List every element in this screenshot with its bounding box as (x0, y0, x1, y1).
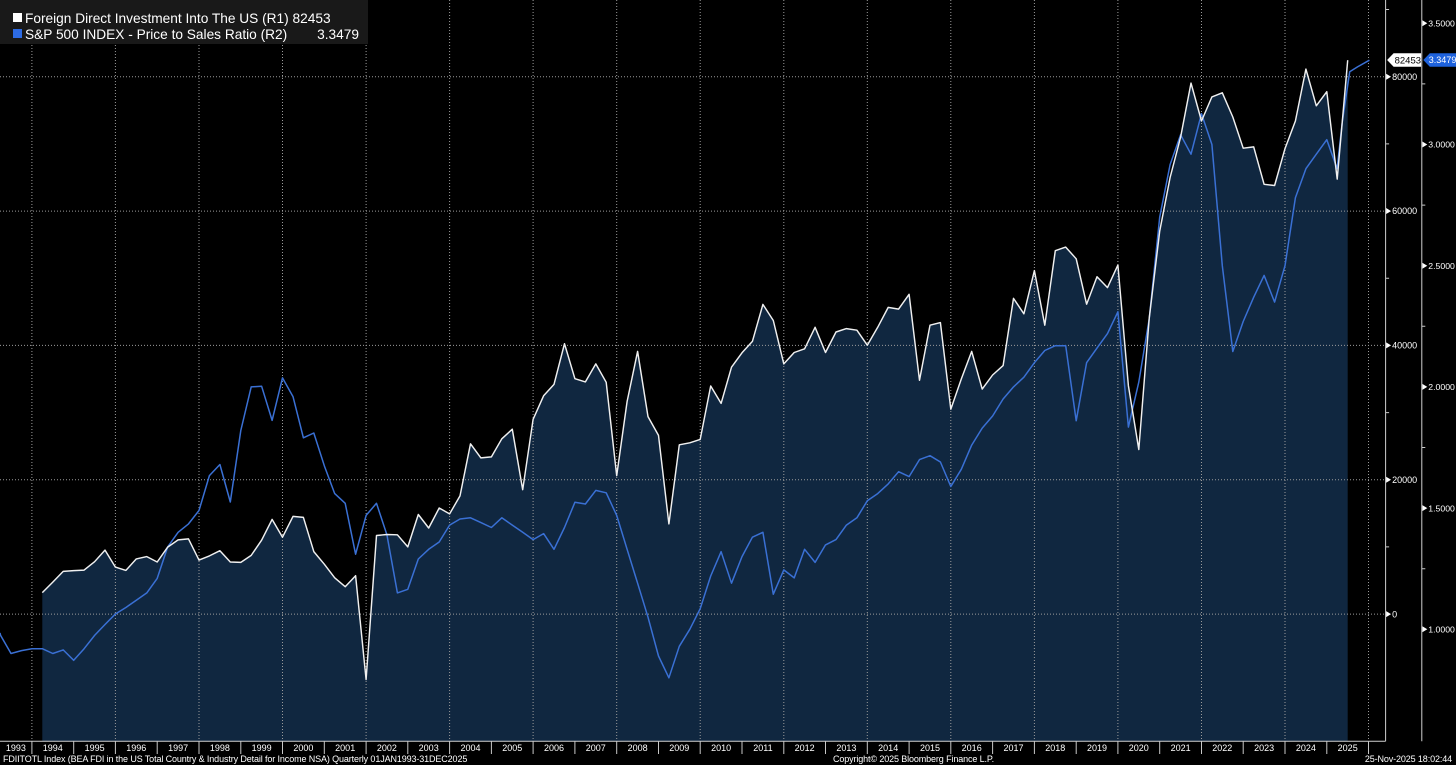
svg-text:2021: 2021 (1171, 743, 1191, 753)
svg-text:2004: 2004 (460, 743, 480, 753)
svg-text:S&P 500 INDEX - Price to Sales: S&P 500 INDEX - Price to Sales Ratio (R2… (25, 27, 287, 42)
svg-text:2000: 2000 (293, 743, 313, 753)
svg-text:1996: 1996 (126, 743, 146, 753)
svg-text:2008: 2008 (628, 743, 648, 753)
svg-text:1993: 1993 (6, 743, 26, 753)
svg-text:2025: 2025 (1338, 743, 1358, 753)
svg-text:FDIITOTL Index (BEA FDI in the: FDIITOTL Index (BEA FDI in the US Total … (3, 754, 467, 764)
svg-text:2015: 2015 (920, 743, 940, 753)
svg-text:3.5000: 3.5000 (1428, 19, 1455, 29)
svg-text:2.5000: 2.5000 (1428, 261, 1455, 271)
svg-text:20000: 20000 (1392, 475, 1417, 485)
svg-text:1.5000: 1.5000 (1428, 503, 1455, 513)
svg-text:2007: 2007 (586, 743, 606, 753)
svg-text:Copyright© 2025 Bloomberg Fina: Copyright© 2025 Bloomberg Finance L.P. (833, 754, 994, 764)
svg-text:2014: 2014 (878, 743, 898, 753)
svg-text:1995: 1995 (85, 743, 105, 753)
svg-text:3.0000: 3.0000 (1428, 140, 1455, 150)
svg-text:2013: 2013 (836, 743, 856, 753)
svg-text:2002: 2002 (377, 743, 397, 753)
svg-text:2003: 2003 (419, 743, 439, 753)
svg-text:2005: 2005 (502, 743, 522, 753)
svg-text:2016: 2016 (962, 743, 982, 753)
svg-text:25-Nov-2025 18:02:44: 25-Nov-2025 18:02:44 (1365, 754, 1452, 764)
svg-text:2018: 2018 (1045, 743, 1065, 753)
svg-text:82453: 82453 (1395, 55, 1421, 66)
svg-text:3.3479: 3.3479 (1429, 55, 1456, 65)
svg-text:1999: 1999 (252, 743, 272, 753)
svg-text:2006: 2006 (544, 743, 564, 753)
svg-text:3.3479: 3.3479 (317, 27, 359, 42)
svg-text:80000: 80000 (1392, 72, 1417, 82)
svg-text:2012: 2012 (795, 743, 815, 753)
svg-text:2023: 2023 (1254, 743, 1274, 753)
svg-text:2011: 2011 (753, 743, 772, 753)
svg-text:2.0000: 2.0000 (1428, 382, 1455, 392)
svg-text:2019: 2019 (1087, 743, 1107, 753)
svg-text:0: 0 (1392, 609, 1397, 619)
svg-text:2010: 2010 (711, 743, 731, 753)
svg-text:2017: 2017 (1003, 743, 1023, 753)
svg-text:2020: 2020 (1129, 743, 1149, 753)
svg-text:60000: 60000 (1392, 206, 1417, 216)
svg-text:1997: 1997 (168, 743, 188, 753)
svg-text:2001: 2001 (335, 743, 355, 753)
svg-text:40000: 40000 (1392, 341, 1417, 351)
svg-text:Foreign Direct Investment Into: Foreign Direct Investment Into The US (R… (25, 11, 331, 26)
svg-text:1.0000: 1.0000 (1428, 625, 1455, 635)
svg-text:2022: 2022 (1212, 743, 1232, 753)
svg-text:1994: 1994 (43, 743, 63, 753)
svg-text:1998: 1998 (210, 743, 230, 753)
svg-text:2009: 2009 (669, 743, 689, 753)
svg-text:2024: 2024 (1296, 743, 1316, 753)
